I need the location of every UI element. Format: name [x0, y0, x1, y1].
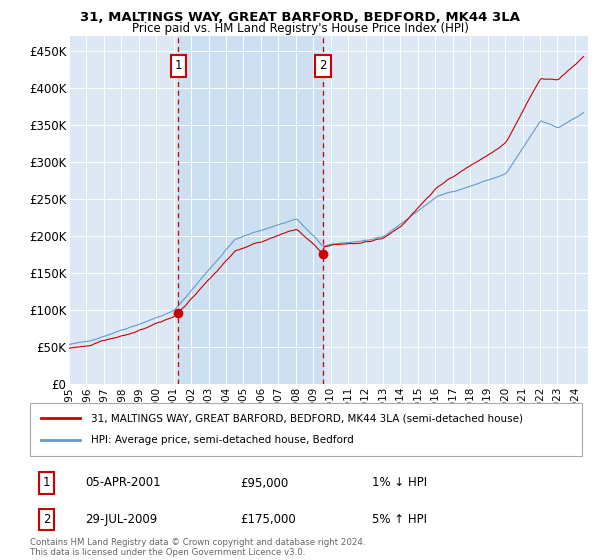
- Text: 31, MALTINGS WAY, GREAT BARFORD, BEDFORD, MK44 3LA: 31, MALTINGS WAY, GREAT BARFORD, BEDFORD…: [80, 11, 520, 24]
- Text: 29-JUL-2009: 29-JUL-2009: [85, 513, 157, 526]
- Text: 31, MALTINGS WAY, GREAT BARFORD, BEDFORD, MK44 3LA (semi-detached house): 31, MALTINGS WAY, GREAT BARFORD, BEDFORD…: [91, 413, 523, 423]
- Text: Contains HM Land Registry data © Crown copyright and database right 2024.
This d: Contains HM Land Registry data © Crown c…: [30, 538, 365, 557]
- FancyBboxPatch shape: [30, 403, 582, 456]
- Text: 1: 1: [175, 59, 182, 72]
- Text: £175,000: £175,000: [240, 513, 296, 526]
- Text: Price paid vs. HM Land Registry's House Price Index (HPI): Price paid vs. HM Land Registry's House …: [131, 22, 469, 35]
- Text: 2: 2: [320, 59, 327, 72]
- Text: HPI: Average price, semi-detached house, Bedford: HPI: Average price, semi-detached house,…: [91, 436, 353, 445]
- Text: 05-APR-2001: 05-APR-2001: [85, 477, 161, 489]
- Text: 1% ↓ HPI: 1% ↓ HPI: [372, 477, 427, 489]
- Text: £95,000: £95,000: [240, 477, 288, 489]
- Text: 2: 2: [43, 513, 50, 526]
- Text: 5% ↑ HPI: 5% ↑ HPI: [372, 513, 427, 526]
- Text: 1: 1: [43, 477, 50, 489]
- Bar: [178, 36, 323, 384]
